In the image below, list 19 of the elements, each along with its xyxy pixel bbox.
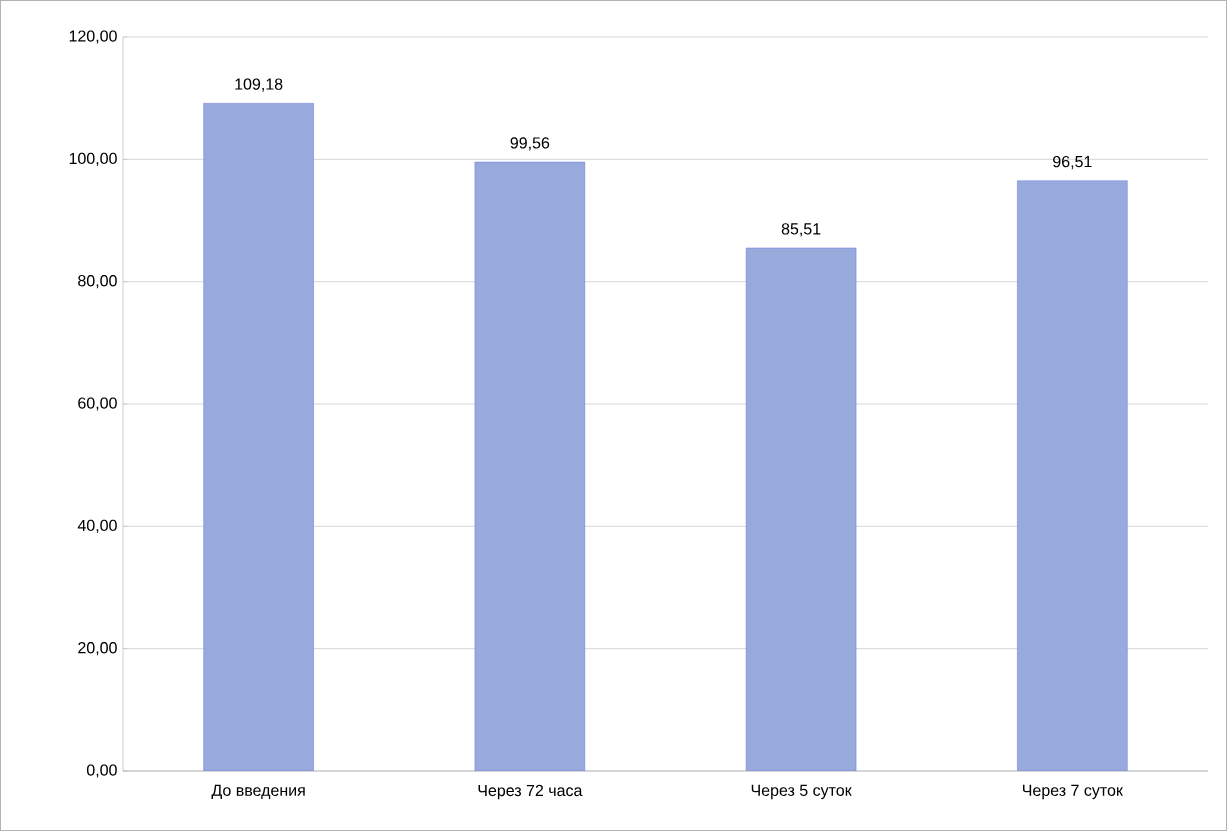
- data-label: 99,56: [510, 137, 550, 151]
- x-tick-label: Через 7 суток: [1023, 784, 1124, 800]
- bar: [474, 161, 586, 771]
- x-tick-label: До введения: [211, 784, 305, 799]
- bar: [203, 102, 314, 771]
- x-tick-label: Через 72 часа: [478, 784, 583, 800]
- data-label: 109,18: [235, 78, 283, 92]
- y-tick-label: 120,00: [69, 30, 117, 44]
- bar: [745, 247, 857, 771]
- y-tick-label: 0,00: [86, 764, 117, 778]
- y-tick-label: 40,00: [77, 519, 117, 533]
- y-tick-label: 100,00: [69, 152, 117, 166]
- bar: [1017, 180, 1128, 771]
- data-label: 85,51: [781, 223, 821, 237]
- data-label: 96,51: [1053, 155, 1092, 170]
- y-tick-label: 80,00: [78, 275, 117, 289]
- x-tick-label: Через 5 суток: [751, 784, 852, 800]
- y-tick-label: 60,00: [78, 397, 117, 411]
- y-tick-label: 20,00: [78, 642, 117, 656]
